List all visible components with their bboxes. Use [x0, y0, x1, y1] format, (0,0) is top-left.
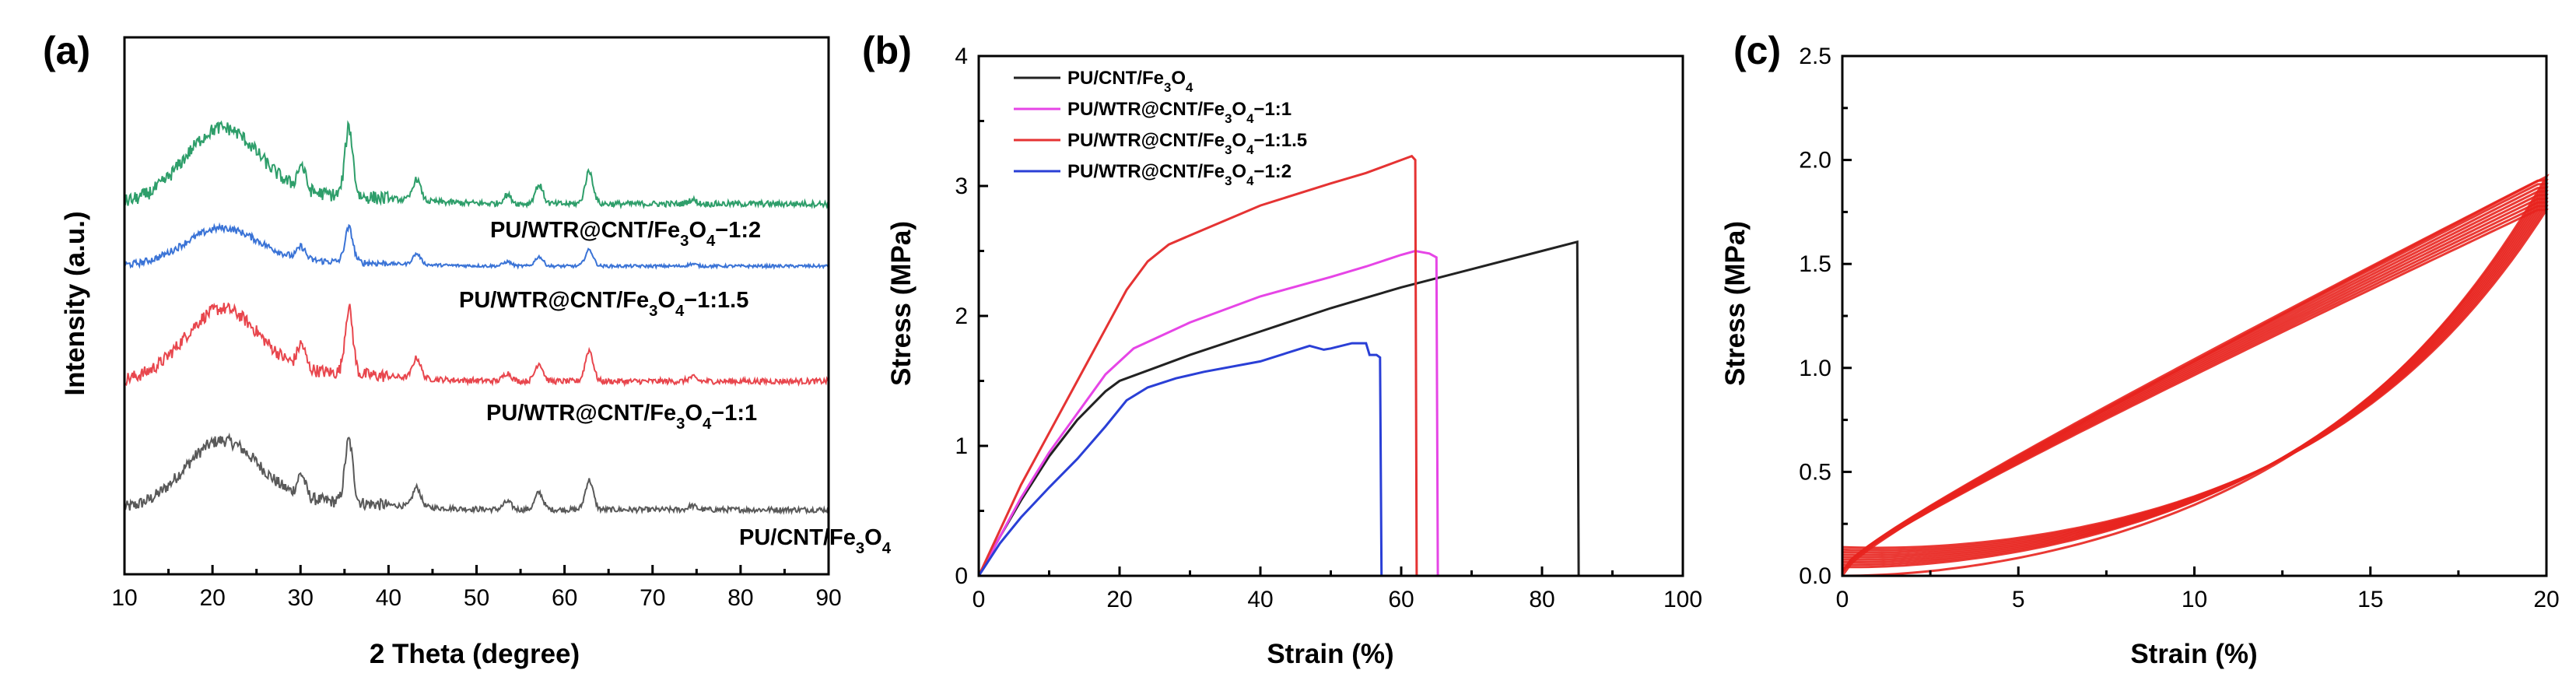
panel-c-cycle-line	[1841, 209, 2549, 573]
panel-c-ytick-label: 1.5	[1799, 251, 1831, 277]
panel-c-xlabel: Strain (%)	[2130, 639, 2257, 669]
panel-b-series-line	[977, 154, 1418, 577]
panel-a-xlabel: 2 Theta (degree)	[370, 639, 580, 669]
panel-b-legend-label: PU/WTR@CNT/Fe3O4−1:2	[1067, 161, 1292, 188]
panel-a-series-line	[124, 432, 829, 515]
panel-c-xtick-labels: 0 5 10 15 20	[1836, 587, 2560, 612]
panel-c-xtick-label: 15	[2357, 587, 2383, 612]
panel-a-xtick-label: 40	[376, 585, 401, 611]
panel-b-series-line	[977, 342, 1383, 577]
panel-a-series	[124, 120, 829, 515]
panel-a-xtick-label: 70	[640, 585, 665, 611]
panel-b-ytick-label: 0	[955, 563, 968, 589]
panel-a-series-line	[124, 302, 829, 388]
panel-c-xtick-label: 0	[1836, 587, 1849, 612]
panel-b-label: (b)	[862, 29, 912, 72]
panel-a-series-label: PU/WTR@CNT/Fe3O4−1:1.5	[459, 288, 748, 320]
panel-a-xtick-label: 90	[815, 585, 841, 611]
panel-b-xtick-label: 60	[1388, 587, 1414, 612]
panel-c-xtick-label: 10	[2182, 587, 2207, 612]
panel-a-series-label: PU/WTR@CNT/Fe3O4−1:2	[490, 218, 761, 250]
panel-a-series-labels: PU/WTR@CNT/Fe3O4−1:2 PU/WTR@CNT/Fe3O4−1:1…	[459, 218, 892, 557]
panel-b-legend-label: PU/CNT/Fe3O4	[1067, 68, 1193, 95]
panel-c-ytick-labels: 0.0 0.5 1.0 1.5 2.0 2.5	[1799, 44, 1831, 589]
panel-b-xtick-label: 80	[1529, 587, 1554, 612]
panel-b-xtick-labels: 0 20 40 60 80 100	[973, 587, 1702, 612]
panel-a-xtick-label: 50	[464, 585, 489, 611]
panel-b-series-line	[977, 249, 1439, 577]
panel-b-legend-label: PU/WTR@CNT/Fe3O4−1:1.5	[1067, 130, 1307, 157]
panel-c-ytick-label: 1.0	[1799, 356, 1831, 381]
panel-b-ytick-label: 1	[955, 433, 968, 459]
panel-c-cycle-line	[1841, 201, 2549, 573]
panel-c-label: (c)	[1733, 29, 1781, 72]
panel-c-xtick-label: 5	[2012, 587, 2025, 612]
panel-c-ytick-label: 0.0	[1799, 563, 1831, 589]
panel-b: (b) 0 20 40 60 80 100 0 1 2 3 4 Strain (%) Stress…	[862, 29, 1702, 669]
panel-b-xtick-label: 0	[973, 587, 986, 612]
panel-a-series-line	[124, 222, 829, 270]
panel-b-ylabel: Stress (MPa)	[886, 221, 916, 386]
panel-a-xtick-label: 20	[199, 585, 225, 611]
panel-b-ytick-labels: 0 1 2 3 4	[955, 44, 968, 589]
panel-a-xtick-label: 80	[727, 585, 753, 611]
panel-c-ytick-label: 2.5	[1799, 44, 1831, 69]
panel-a-label: (a)	[43, 29, 90, 72]
panel-c-ticks	[1841, 54, 2548, 577]
panel-c-series	[1841, 174, 2550, 577]
panel-a: (a) 10 20 30 40 50 60 70 80 90 2 Theta (degree) …	[43, 29, 892, 669]
panel-b-ticks	[977, 54, 1684, 577]
panel-c-ytick-label: 0.5	[1799, 459, 1831, 485]
panel-a-xtick-labels: 10 20 30 40 50 60 70 80 90	[111, 585, 841, 611]
panel-b-xtick-label: 40	[1247, 587, 1273, 612]
panel-a-xtick-label: 30	[288, 585, 314, 611]
panel-b-ytick-label: 3	[955, 174, 968, 199]
panel-b-ytick-label: 4	[955, 44, 968, 69]
panel-a-ticks	[123, 565, 830, 574]
panel-c-xtick-label: 20	[2533, 587, 2559, 612]
panel-b-legend: PU/CNT/Fe3O4 PU/WTR@CNT/Fe3O4−1:1 PU/WTR@C…	[1014, 68, 1307, 188]
panel-b-ytick-label: 2	[955, 303, 968, 329]
panel-b-xtick-label: 20	[1106, 587, 1132, 612]
panel-a-xtick-label: 10	[111, 585, 137, 611]
panel-b-legend-label: PU/WTR@CNT/Fe3O4−1:1	[1067, 99, 1292, 126]
panel-a-ylabel: Intensity (a.u.)	[60, 211, 90, 395]
panel-c-ylabel: Stress (MPa)	[1720, 221, 1751, 386]
panel-c-cycle-line	[1841, 205, 2549, 573]
panel-b-xtick-label: 100	[1663, 587, 1702, 612]
panel-a-series-label: PU/WTR@CNT/Fe3O4−1:1	[486, 401, 757, 433]
panel-b-series	[977, 154, 1580, 577]
panel-b-series-line	[977, 240, 1580, 577]
panel-a-xtick-label: 60	[552, 585, 577, 611]
panel-c: (c) 0 5 10 15 20 0.0 0.5 1.0 1.5 2.0 2.5 Strain (…	[1720, 29, 2560, 669]
panel-c-ytick-label: 2.0	[1799, 148, 1831, 174]
panel-a-series-line	[124, 120, 829, 210]
panel-b-xlabel: Strain (%)	[1267, 639, 1393, 669]
panel-a-series-label: PU/CNT/Fe3O4	[739, 525, 892, 557]
